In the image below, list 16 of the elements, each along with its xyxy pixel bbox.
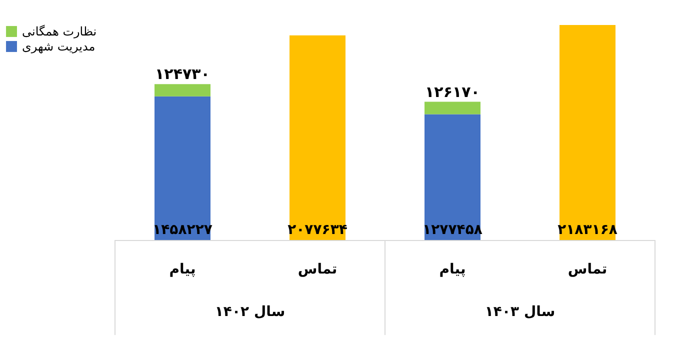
bar xyxy=(424,114,480,240)
text: سال ۱۴۰۲ xyxy=(214,304,286,320)
x-tick-label: تماس xyxy=(298,262,338,278)
bar xyxy=(154,84,210,96)
bar xyxy=(560,25,616,240)
legend-label: مدیریت شهری xyxy=(22,40,96,54)
x-tick-label: پیام xyxy=(439,262,466,278)
bar xyxy=(290,35,346,240)
data-label: ۱۲۴۷۳۰ xyxy=(155,65,210,84)
text: سال ۱۴۰۳ xyxy=(484,304,556,320)
bar xyxy=(424,102,480,114)
bar xyxy=(154,96,210,240)
legend-label: نظارت همگانی xyxy=(22,24,97,38)
x-tick-label: تماس xyxy=(568,262,608,278)
data-label: ۱۲۶۱۷۰ xyxy=(425,82,480,101)
x-tick-label: پیام xyxy=(169,262,196,278)
